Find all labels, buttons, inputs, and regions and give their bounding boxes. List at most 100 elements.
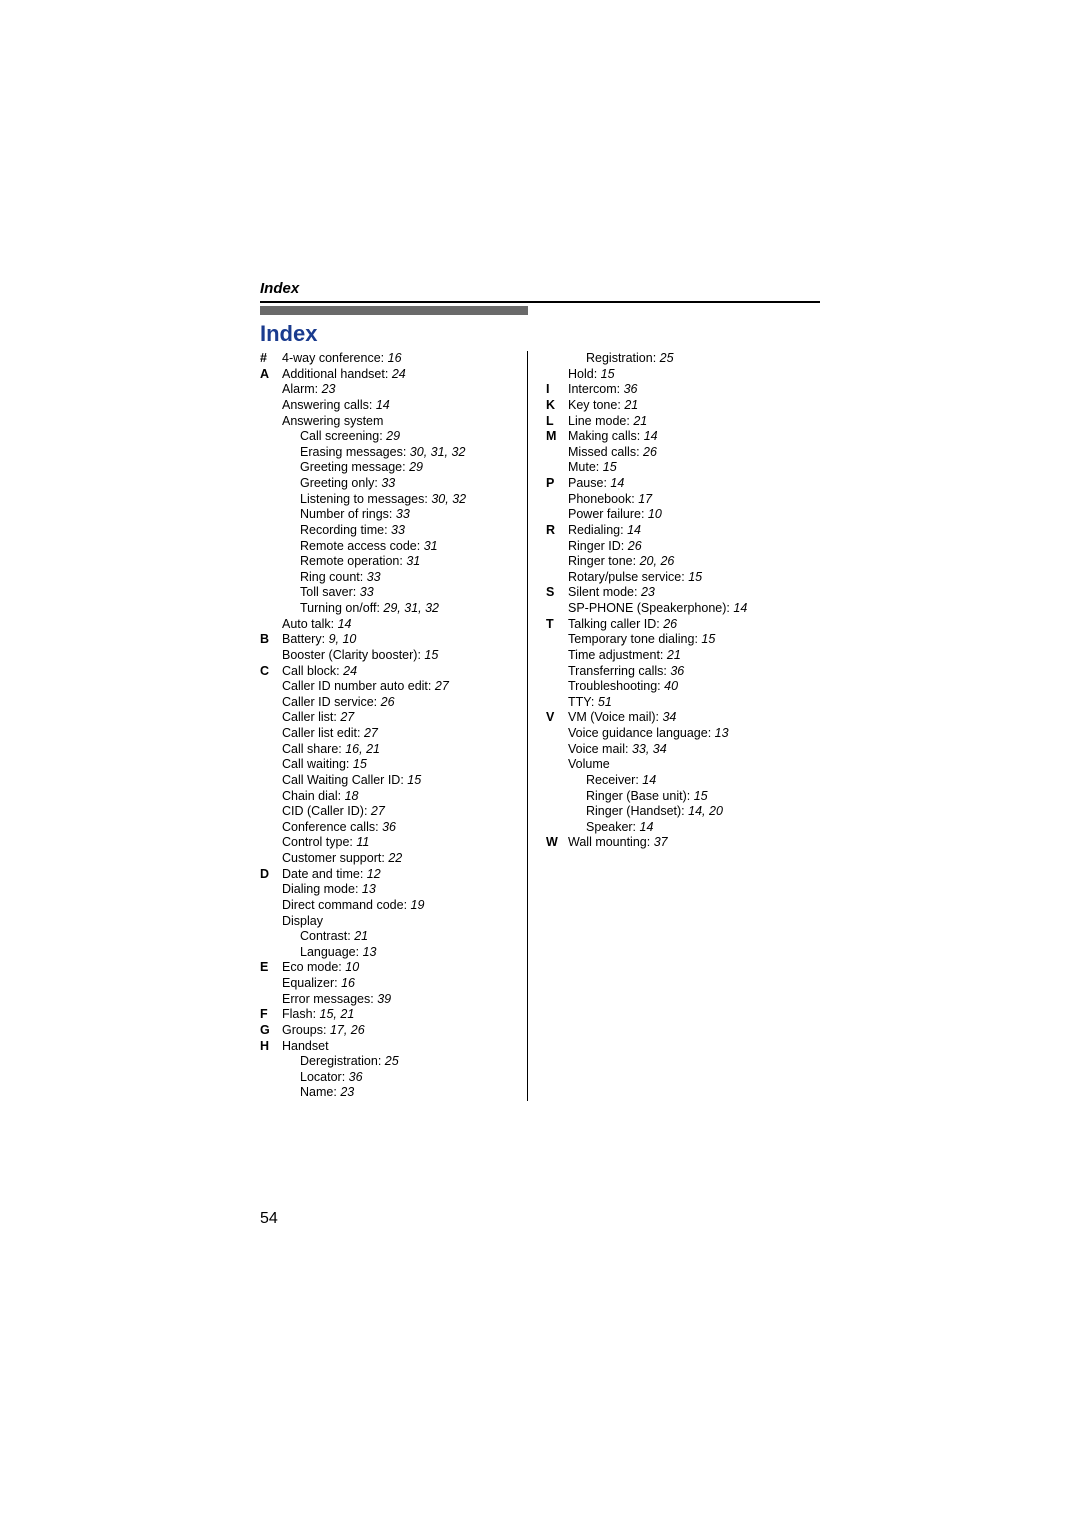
index-pages: 33, 34 — [632, 742, 667, 756]
index-pages: 15 — [601, 367, 615, 381]
index-letter: I — [546, 382, 568, 398]
index-line: Number of rings: 33 — [282, 507, 517, 523]
index-term: Caller ID number auto edit: — [282, 679, 431, 693]
index-term: Groups: — [282, 1023, 326, 1037]
index-group: HHandsetDeregistration: 25Locator: 36Nam… — [260, 1039, 517, 1102]
index-term: Ringer (Base unit): — [586, 789, 690, 803]
index-letter: # — [260, 351, 282, 367]
index-pages: 33 — [360, 585, 374, 599]
index-term: Missed calls: — [568, 445, 640, 459]
index-term: Answering system — [282, 414, 383, 428]
index-line: Ringer tone: 20, 26 — [568, 554, 796, 570]
index-letter: K — [546, 398, 568, 414]
index-group: WWall mounting: 37 — [546, 835, 796, 851]
index-term: Chain dial: — [282, 789, 341, 803]
index-pages: 14 — [627, 523, 641, 537]
index-line: Pause: 14 — [568, 476, 796, 492]
index-pages: 9, 10 — [329, 632, 357, 646]
index-term: Line mode: — [568, 414, 630, 428]
index-letter: R — [546, 523, 568, 586]
index-pages: 16, 21 — [345, 742, 380, 756]
index-line: Battery: 9, 10 — [282, 632, 517, 648]
index-columns: #4-way conference: 16AAdditional handset… — [260, 351, 820, 1101]
index-line: Intercom: 36 — [568, 382, 796, 398]
index-term: Error messages: — [282, 992, 374, 1006]
index-pages: 14 — [338, 617, 352, 631]
index-line: Call block: 24 — [282, 664, 517, 680]
index-pages: 26 — [643, 445, 657, 459]
index-pages: 27 — [371, 804, 385, 818]
index-letter: A — [260, 367, 282, 633]
index-line: Hold: 15 — [568, 367, 796, 383]
index-pages: 36 — [624, 382, 638, 396]
index-term: Conference calls: — [282, 820, 379, 834]
index-group: FFlash: 15, 21 — [260, 1007, 517, 1023]
index-term: Dialing mode: — [282, 882, 358, 896]
index-term: Remote operation: — [300, 554, 403, 568]
index-letter: L — [546, 414, 568, 430]
index-group: KKey tone: 21 — [546, 398, 796, 414]
index-term: Equalizer: — [282, 976, 338, 990]
index-pages: 33 — [391, 523, 405, 537]
header-label: Index — [260, 280, 820, 297]
index-group-body: Redialing: 14Ringer ID: 26Ringer tone: 2… — [568, 523, 796, 586]
index-term: Erasing messages: — [300, 445, 406, 459]
index-term: Answering calls: — [282, 398, 372, 412]
index-term: Registration: — [586, 351, 656, 365]
index-term: Ringer ID: — [568, 539, 624, 553]
index-line: Speaker: 14 — [568, 820, 796, 836]
index-line: Ringer (Handset): 14, 20 — [568, 804, 796, 820]
index-line: Handset — [282, 1039, 517, 1055]
index-letter: T — [546, 617, 568, 711]
index-pages: 15 — [407, 773, 421, 787]
index-line: Voice mail: 33, 34 — [568, 742, 796, 758]
index-term: Redialing: — [568, 523, 624, 537]
index-line: Caller list edit: 27 — [282, 726, 517, 742]
index-line: Talking caller ID: 26 — [568, 617, 796, 633]
index-pages: 21 — [624, 398, 638, 412]
index-term: Intercom: — [568, 382, 620, 396]
index-line: Temporary tone dialing: 15 — [568, 632, 796, 648]
index-group: GGroups: 17, 26 — [260, 1023, 517, 1039]
index-line: Voice guidance language: 13 — [568, 726, 796, 742]
index-term: Caller ID service: — [282, 695, 377, 709]
index-line: Ringer (Base unit): 15 — [568, 789, 796, 805]
index-line: Missed calls: 26 — [568, 445, 796, 461]
index-line: Volume — [568, 757, 796, 773]
index-group-body: 4-way conference: 16 — [282, 351, 517, 367]
index-pages: 15, 21 — [320, 1007, 355, 1021]
index-line: Silent mode: 23 — [568, 585, 796, 601]
index-pages: 19 — [411, 898, 425, 912]
index-line: Toll saver: 33 — [282, 585, 517, 601]
index-term: SP-PHONE (Speakerphone): — [568, 601, 730, 615]
index-term: Time adjustment: — [568, 648, 663, 662]
index-pages: 27 — [364, 726, 378, 740]
index-line: 4-way conference: 16 — [282, 351, 517, 367]
index-letter: E — [260, 960, 282, 1007]
accent-bar — [260, 306, 528, 315]
index-pages: 15 — [424, 648, 438, 662]
index-group: EEco mode: 10Equalizer: 16Error messages… — [260, 960, 517, 1007]
index-pages: 15 — [688, 570, 702, 584]
index-pages: 34 — [662, 710, 676, 724]
index-group: CCall block: 24Caller ID number auto edi… — [260, 664, 517, 867]
index-term: Turning on/off: — [300, 601, 380, 615]
index-line: Phonebook: 17 — [568, 492, 796, 508]
index-pages: 26 — [663, 617, 677, 631]
index-pages: 36 — [349, 1070, 363, 1084]
index-term: Pause: — [568, 476, 607, 490]
index-letter: M — [546, 429, 568, 476]
index-pages: 13 — [715, 726, 729, 740]
index-term: CID (Caller ID): — [282, 804, 367, 818]
index-term: Call waiting: — [282, 757, 349, 771]
index-term: Silent mode: — [568, 585, 637, 599]
index-letter: H — [260, 1039, 282, 1102]
index-group-body: Additional handset: 24Alarm: 23Answering… — [282, 367, 517, 633]
index-group-body: Groups: 17, 26 — [282, 1023, 517, 1039]
index-term: TTY: — [568, 695, 594, 709]
index-pages: 14 — [640, 820, 654, 834]
index-letter: S — [546, 585, 568, 616]
index-term: VM (Voice mail): — [568, 710, 659, 724]
index-term: 4-way conference: — [282, 351, 384, 365]
index-line: Listening to messages: 30, 32 — [282, 492, 517, 508]
